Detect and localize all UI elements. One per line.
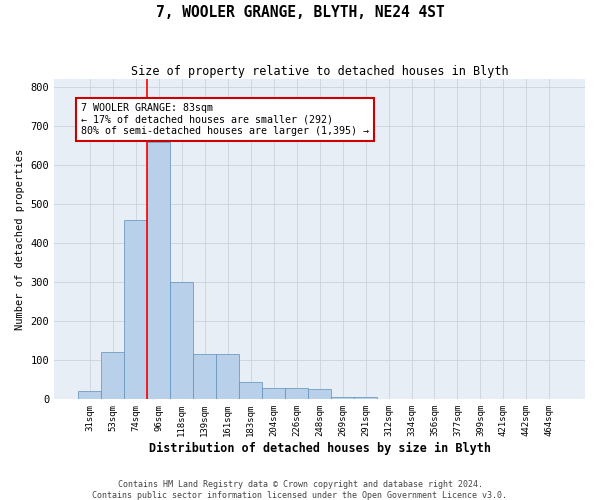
Text: 7 WOOLER GRANGE: 83sqm
← 17% of detached houses are smaller (292)
80% of semi-de: 7 WOOLER GRANGE: 83sqm ← 17% of detached… xyxy=(80,102,368,136)
Bar xyxy=(78,392,101,399)
Bar xyxy=(124,220,147,399)
Title: Size of property relative to detached houses in Blyth: Size of property relative to detached ho… xyxy=(131,65,508,78)
Text: Contains HM Land Registry data © Crown copyright and database right 2024.
Contai: Contains HM Land Registry data © Crown c… xyxy=(92,480,508,500)
Bar xyxy=(285,388,308,399)
Text: 7, WOOLER GRANGE, BLYTH, NE24 4ST: 7, WOOLER GRANGE, BLYTH, NE24 4ST xyxy=(155,5,445,20)
Y-axis label: Number of detached properties: Number of detached properties xyxy=(15,148,25,330)
Bar xyxy=(170,282,193,399)
Bar xyxy=(262,388,285,399)
Bar xyxy=(147,142,170,399)
X-axis label: Distribution of detached houses by size in Blyth: Distribution of detached houses by size … xyxy=(149,442,491,455)
Bar xyxy=(193,354,216,399)
Bar xyxy=(239,382,262,399)
Bar xyxy=(354,398,377,399)
Bar xyxy=(331,398,354,399)
Bar xyxy=(308,390,331,399)
Bar xyxy=(101,352,124,399)
Bar xyxy=(216,354,239,399)
